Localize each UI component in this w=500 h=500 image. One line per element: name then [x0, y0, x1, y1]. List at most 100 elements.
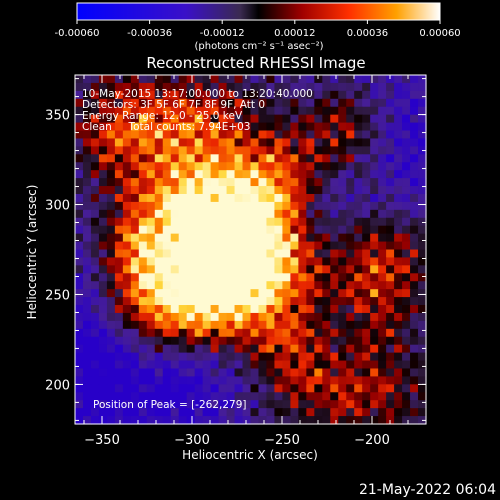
- heatmap-cell: [98, 217, 108, 227]
- heatmap-cell: [362, 170, 371, 179]
- heatmap-cell: [298, 138, 307, 147]
- heatmap-cell: [186, 225, 196, 235]
- heatmap-cell: [242, 162, 252, 171]
- heatmap-cell: [370, 90, 379, 100]
- heatmap-cell: [394, 122, 403, 132]
- heatmap-cell: [258, 408, 268, 417]
- heatmap-cell: [354, 209, 363, 219]
- heatmap-cell: [202, 416, 212, 425]
- heatmap-cell: [146, 297, 156, 306]
- heatmap-cell: [178, 281, 188, 290]
- heatmap-cell: [170, 233, 180, 243]
- heatmap-cell: [322, 90, 331, 100]
- heatmap-cell: [170, 82, 180, 92]
- heatmap-cell: [322, 106, 331, 116]
- heatmap-cell: [386, 201, 395, 211]
- heatmap-cell: [322, 154, 331, 163]
- heatmap-cell: [146, 352, 156, 362]
- heatmap-cell: [378, 130, 387, 140]
- heatmap-cell: [346, 241, 355, 251]
- heatmap-cell: [330, 193, 339, 203]
- heatmap-cell: [218, 193, 228, 203]
- heatmap-cell: [410, 75, 419, 84]
- heatmap-cell: [162, 376, 172, 385]
- heatmap-cell: [394, 106, 403, 116]
- heatmap-cell: [162, 122, 172, 132]
- heatmap-cell: [290, 82, 299, 92]
- heatmap-cell: [202, 257, 212, 266]
- heatmap-cell: [210, 154, 220, 163]
- heatmap-cell: [122, 336, 132, 346]
- heatmap-cell: [122, 273, 132, 282]
- heatmap-cell: [234, 170, 244, 179]
- heatmap-cell: [282, 305, 291, 314]
- heatmap-cell: [354, 154, 363, 163]
- heatmap-cell: [282, 106, 291, 116]
- heatmap-cell: [378, 138, 387, 147]
- heatmap-cell: [258, 114, 268, 124]
- heatmap-cell: [75, 170, 84, 179]
- heatmap-cell: [362, 201, 371, 211]
- heatmap-cell: [146, 178, 156, 187]
- heatmap-cell: [418, 162, 427, 171]
- heatmap-cell: [410, 360, 419, 370]
- heatmap-cell: [242, 122, 252, 132]
- heatmap-cell: [290, 352, 299, 362]
- heatmap-cell: [258, 186, 268, 195]
- heatmap-cell: [250, 186, 260, 195]
- heatmap-cell: [154, 193, 164, 203]
- heatmap-cell: [282, 233, 291, 243]
- heatmap-cell: [378, 400, 387, 409]
- heatmap-cell: [378, 273, 387, 282]
- heatmap-cell: [258, 320, 268, 330]
- heatmap-cell: [210, 138, 220, 147]
- heatmap-cell: [75, 408, 84, 417]
- heatmap-cell: [274, 360, 284, 370]
- heatmap-cell: [362, 217, 371, 227]
- heatmap-cell: [210, 178, 220, 187]
- heatmap-cell: [90, 90, 100, 100]
- heatmap-cell: [122, 225, 132, 235]
- heatmap-cell: [122, 416, 132, 425]
- heatmap-cell: [322, 384, 331, 393]
- heatmap-cell: [378, 408, 387, 417]
- heatmap-cell: [306, 241, 315, 251]
- heatmap-cell: [370, 146, 379, 155]
- heatmap-cell: [82, 217, 92, 227]
- y-tick-label: 200: [45, 378, 70, 393]
- heatmap-cell: [378, 209, 387, 219]
- heatmap-cell: [218, 162, 228, 171]
- heatmap-cell: [370, 98, 379, 108]
- heatmap-cell: [266, 384, 276, 393]
- heatmap-cell: [218, 186, 228, 195]
- heatmap-cell: [226, 328, 236, 338]
- heatmap-cell: [330, 154, 339, 163]
- heatmap-cell: [346, 90, 355, 100]
- heatmap-cell: [410, 289, 419, 298]
- heatmap-cell: [98, 114, 108, 124]
- heatmap-cell: [82, 305, 92, 314]
- heatmap-cell: [362, 352, 371, 362]
- heatmap-cell: [98, 90, 108, 100]
- heatmap-cell: [402, 352, 411, 362]
- heatmap-cell: [338, 138, 347, 147]
- heatmap-cell: [194, 154, 204, 163]
- heatmap-cell: [202, 273, 212, 282]
- heatmap-cell: [418, 320, 427, 330]
- heatmap-cell: [202, 297, 212, 306]
- heatmap-cell: [242, 344, 252, 354]
- heatmap-cell: [170, 138, 180, 147]
- heatmap-cell: [346, 297, 355, 306]
- heatmap-cell: [290, 328, 299, 338]
- heatmap-cell: [266, 138, 276, 147]
- heatmap-cell: [242, 233, 252, 243]
- heatmap-cell: [330, 201, 339, 211]
- heatmap-cell: [130, 106, 140, 116]
- heatmap-cell: [370, 241, 379, 251]
- heatmap-cell: [234, 376, 244, 385]
- heatmap-cell: [242, 400, 252, 409]
- heatmap-cell: [402, 368, 411, 378]
- heatmap-cell: [170, 130, 180, 140]
- heatmap-cell: [402, 217, 411, 227]
- heatmap-cell: [90, 106, 100, 116]
